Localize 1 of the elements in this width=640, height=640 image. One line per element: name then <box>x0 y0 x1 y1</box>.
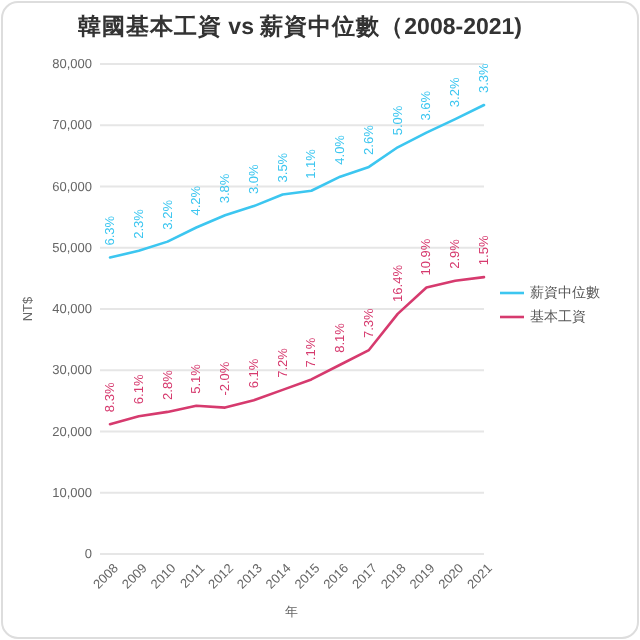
chart-title: 韓國基本工資 vs 薪資中位數（2008-2021) <box>77 12 523 40</box>
